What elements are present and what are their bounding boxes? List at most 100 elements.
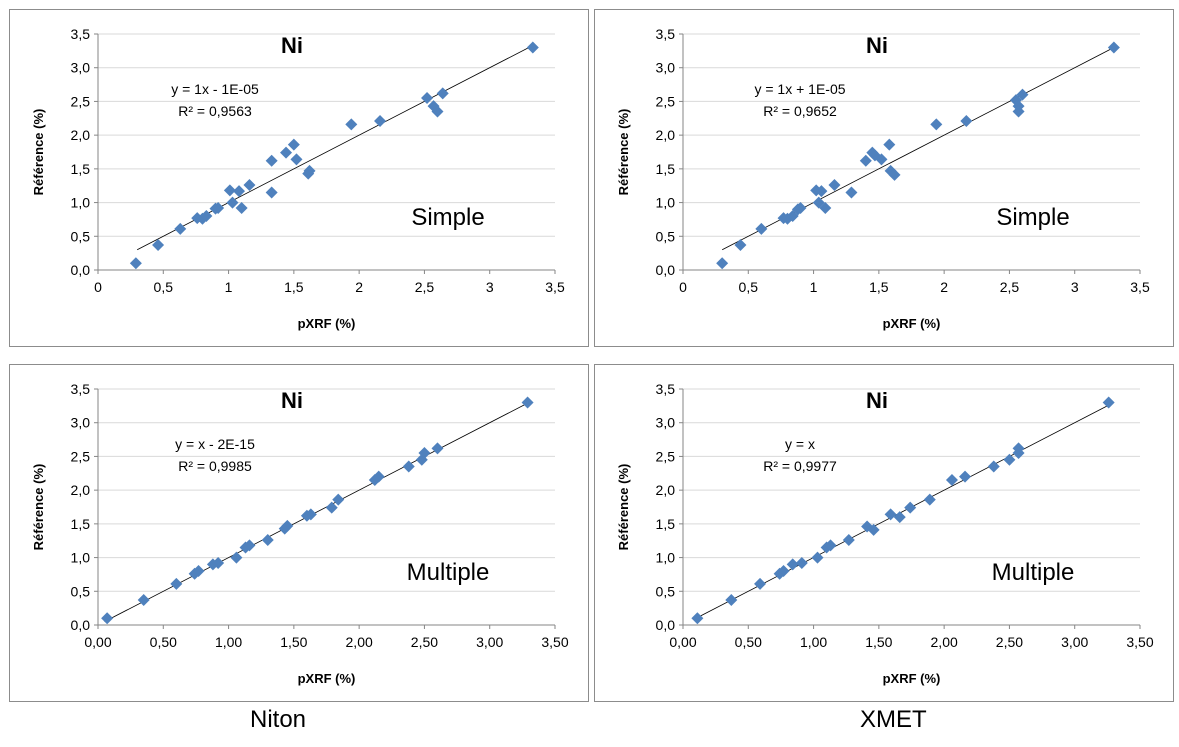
r-squared-label: R² = 0,9652 — [763, 103, 837, 119]
x-tick-label: 3 — [486, 279, 494, 295]
x-tick-label: 2,5 — [415, 279, 435, 295]
x-tick-label: 0,00 — [84, 634, 111, 650]
data-point — [233, 185, 246, 198]
data-point — [421, 92, 434, 105]
data-point — [174, 222, 187, 235]
data-point — [170, 577, 183, 590]
y-tick-label: 0,0 — [71, 617, 91, 633]
data-point — [861, 520, 874, 533]
x-tick-label: 2,00 — [346, 634, 373, 650]
trendline-equation: y = 1x - 1E-05 — [171, 81, 259, 97]
data-point — [200, 210, 213, 223]
data-point — [867, 523, 880, 536]
chart-title: Ni — [281, 33, 303, 58]
x-tick-label: 1,50 — [865, 634, 892, 650]
y-tick-label: 1,0 — [71, 550, 91, 566]
y-tick-label: 1,5 — [71, 516, 91, 532]
data-point — [137, 594, 150, 607]
trendline-equation: y = 1x + 1E-05 — [754, 81, 845, 97]
data-point — [883, 138, 896, 151]
chart-panel-niton-multiple: 0,0 0,5 1,0 1,5 2,0 2,5 3,0 3,5 0,00 0,50 1,00 1,50… — [9, 364, 589, 702]
chart-panel-xmet-simple: 0,0 0,5 1,0 1,5 2,0 2,5 3,0 3,5 0 0,5 1 1,5 2 2,5 3 3,5… — [594, 9, 1174, 347]
x-tick-label: 1 — [810, 279, 818, 295]
data-point — [129, 257, 142, 270]
y-axis-label: Référence (%) — [616, 109, 631, 196]
y-tick-label: 2,0 — [71, 482, 91, 498]
data-point — [1102, 396, 1115, 409]
y-tick-label: 1,0 — [656, 550, 676, 566]
y-axis-label: Référence (%) — [31, 109, 46, 196]
data-point — [280, 146, 293, 159]
scatter-chart: 0,0 0,5 1,0 1,5 2,0 2,5 3,0 3,5 0,00 0,50 1,00 1,50… — [31, 381, 569, 686]
y-tick-label: 2,0 — [71, 127, 91, 143]
x-tick-label: 1,00 — [215, 634, 242, 650]
method-label: Simple — [996, 204, 1069, 231]
data-point — [281, 519, 294, 532]
method-label: Multiple — [407, 559, 490, 586]
x-tick-label: 1,50 — [280, 634, 307, 650]
data-point — [755, 222, 768, 235]
data-point — [402, 460, 415, 473]
data-point — [923, 493, 936, 506]
scatter-chart: 0,0 0,5 1,0 1,5 2,0 2,5 3,0 3,5 0,00 0,50 1,00 1,50… — [616, 381, 1154, 686]
data-point — [152, 239, 165, 252]
y-tick-label: 2,5 — [656, 448, 676, 464]
data-point — [192, 565, 205, 578]
data-point — [828, 179, 841, 192]
footer-label-xmet: XMET — [860, 706, 927, 733]
data-point — [815, 185, 828, 198]
data-point — [101, 612, 114, 625]
data-point — [188, 567, 201, 580]
method-label: Multiple — [992, 559, 1075, 586]
data-point — [812, 196, 825, 209]
y-tick-label: 1,5 — [656, 161, 676, 177]
x-tick-label: 2,50 — [411, 634, 438, 650]
data-point — [786, 558, 799, 571]
data-point — [781, 212, 794, 225]
y-tick-label: 2,5 — [71, 448, 91, 464]
data-point — [415, 453, 428, 466]
footer-label-niton: Niton — [250, 706, 307, 733]
x-tick-label: 1,5 — [869, 279, 889, 295]
data-point — [265, 154, 278, 167]
y-tick-label: 1,5 — [71, 161, 91, 177]
data-point — [845, 186, 858, 199]
data-point — [930, 118, 943, 131]
y-tick-label: 3,0 — [71, 60, 91, 76]
data-point — [773, 567, 786, 580]
x-tick-label: 0,5 — [154, 279, 174, 295]
data-point — [1012, 105, 1025, 118]
data-point — [303, 164, 316, 177]
data-point — [212, 556, 225, 569]
r-squared-label: R² = 0,9977 — [763, 458, 837, 474]
data-point — [223, 184, 236, 197]
data-point — [243, 539, 256, 552]
y-tick-label: 3,0 — [71, 415, 91, 431]
x-tick-label: 3,00 — [476, 634, 503, 650]
x-axis-label: pXRF (%) — [883, 316, 941, 331]
data-point — [261, 534, 274, 547]
r-squared-label: R² = 0,9563 — [178, 103, 252, 119]
trendline — [104, 402, 530, 622]
x-tick-label: 3,00 — [1061, 634, 1088, 650]
data-point — [987, 460, 1000, 473]
data-point — [235, 201, 248, 214]
data-point — [1107, 41, 1120, 54]
data-point — [960, 114, 973, 127]
data-point — [1003, 453, 1016, 466]
x-tick-label: 3 — [1071, 279, 1079, 295]
data-point — [325, 501, 338, 514]
data-point — [1016, 88, 1029, 101]
data-point — [875, 153, 888, 166]
data-point — [212, 201, 225, 214]
data-point — [290, 153, 303, 166]
chart-title: Ni — [866, 388, 888, 413]
data-point — [521, 396, 534, 409]
x-tick-label: 2,50 — [996, 634, 1023, 650]
data-point — [345, 118, 358, 131]
data-point — [372, 470, 385, 483]
data-point — [691, 612, 704, 625]
x-tick-label: 3,5 — [1130, 279, 1150, 295]
data-point — [436, 87, 449, 100]
data-point — [893, 511, 906, 524]
